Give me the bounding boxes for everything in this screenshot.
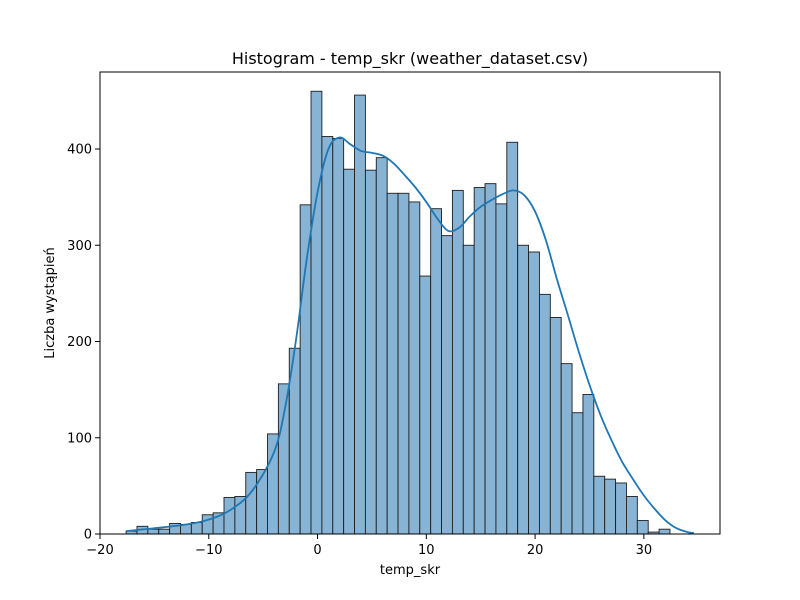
plot-frame xyxy=(99,71,721,535)
histogram-bar xyxy=(223,496,236,535)
histogram-bar xyxy=(397,192,410,535)
histogram-bar xyxy=(549,316,562,535)
histogram-bars xyxy=(125,90,671,535)
x-tick-label: 10 xyxy=(418,543,435,558)
histogram-bar xyxy=(528,251,540,535)
histogram-bar xyxy=(354,94,366,535)
x-tick-label: 0 xyxy=(313,543,321,558)
histogram-bar xyxy=(245,471,258,535)
x-tick-label: −10 xyxy=(195,543,222,558)
histogram-bar xyxy=(299,204,312,535)
histogram-bar xyxy=(441,235,453,535)
x-axis-label: temp_skr xyxy=(380,563,441,578)
histogram-bar xyxy=(462,244,475,535)
kde-curve xyxy=(126,136,695,534)
histogram-bar xyxy=(615,482,627,535)
histogram-bar xyxy=(256,469,268,535)
histogram-bar xyxy=(321,136,334,535)
histogram-bar xyxy=(451,189,464,535)
y-tick-label: 200 xyxy=(67,335,92,350)
y-tick-label: 100 xyxy=(67,431,92,446)
x-tick-label: −20 xyxy=(86,543,113,558)
histogram-bar xyxy=(343,168,355,535)
histogram-bar xyxy=(158,528,171,535)
histogram-bar xyxy=(626,496,638,535)
histogram-bar xyxy=(408,201,421,535)
histogram-bar xyxy=(538,293,551,535)
x-axis: −20 −10 0 10 20 30 xyxy=(86,534,652,558)
x-tick-label: 30 xyxy=(636,543,653,558)
y-axis-label: Liczba wystąpień xyxy=(43,247,58,358)
histogram-bar xyxy=(364,169,377,535)
histogram-bar xyxy=(430,208,442,535)
histogram-bar xyxy=(658,528,671,535)
histogram-bar xyxy=(571,412,584,535)
histogram-bar xyxy=(593,475,606,535)
histogram-bar xyxy=(560,363,573,535)
histogram-bar xyxy=(267,433,279,535)
y-tick-label: 0 xyxy=(84,528,92,543)
histogram-bar xyxy=(332,137,345,535)
histogram-bar xyxy=(147,528,160,535)
y-tick-label: 300 xyxy=(67,239,92,254)
histogram-bar xyxy=(506,141,519,535)
histogram-bar xyxy=(495,203,508,535)
histogram-bar xyxy=(473,187,486,535)
histogram-bar xyxy=(310,90,323,535)
histogram-bar xyxy=(604,478,617,535)
y-axis: 0 100 200 300 400 xyxy=(67,143,100,543)
histogram-bar xyxy=(419,275,432,535)
y-tick-label: 400 xyxy=(67,143,92,158)
histogram-bar xyxy=(636,520,649,535)
histogram-bar xyxy=(375,157,388,535)
x-tick-label: 20 xyxy=(527,543,544,558)
histogram-bar xyxy=(277,383,290,535)
histogram-bar xyxy=(386,192,399,535)
histogram-bar xyxy=(201,514,214,535)
chart-title: Histogram - temp_skr (weather_dataset.cs… xyxy=(232,49,588,69)
histogram-bar xyxy=(517,244,530,535)
histogram-bar xyxy=(582,393,595,535)
histogram-bar xyxy=(484,183,497,535)
